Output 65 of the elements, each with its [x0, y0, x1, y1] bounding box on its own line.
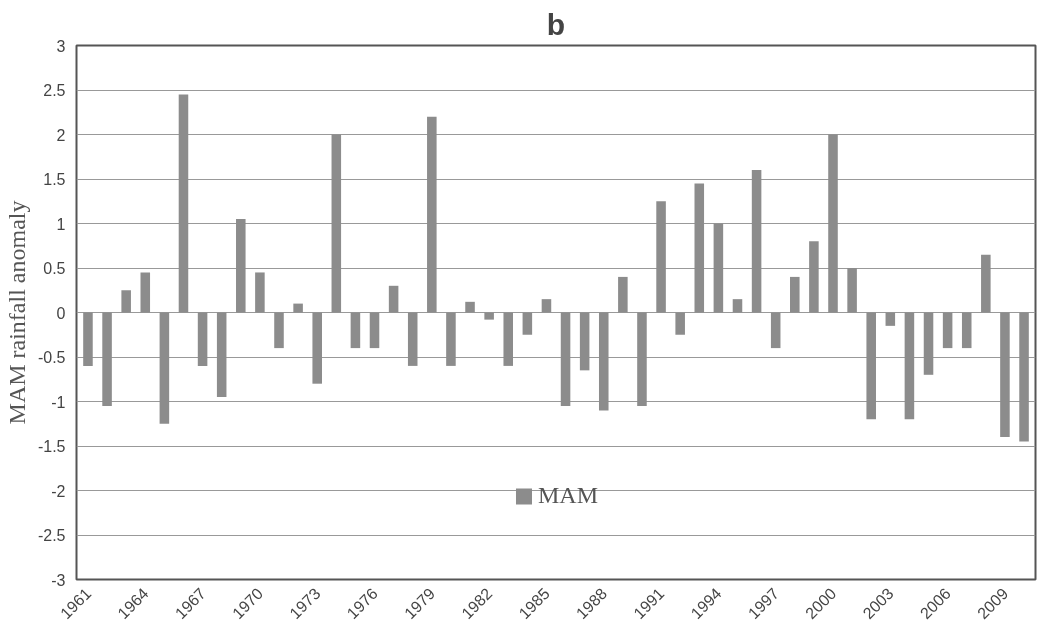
y-tick-label: 3 — [56, 37, 66, 55]
y-tick-label: 1.5 — [43, 171, 66, 188]
bar — [981, 254, 991, 313]
bar — [197, 312, 208, 366]
bar — [637, 312, 647, 406]
y-tick-label: -0.5 — [37, 349, 66, 366]
bar — [1019, 312, 1029, 442]
bar — [560, 312, 571, 406]
bar — [618, 276, 628, 313]
bar — [255, 272, 265, 313]
bar — [541, 299, 552, 313]
bar — [236, 219, 246, 313]
bar — [121, 290, 131, 313]
bar — [446, 312, 456, 366]
bar — [407, 312, 418, 366]
bar — [694, 183, 705, 313]
bar — [656, 201, 666, 313]
bar — [102, 312, 112, 406]
bar — [675, 312, 685, 335]
bar — [942, 312, 953, 349]
bar — [866, 312, 876, 420]
chart-title: b — [546, 7, 566, 41]
bar — [465, 301, 475, 313]
y-tick-label: 0.5 — [43, 260, 66, 277]
bar — [1000, 312, 1010, 438]
bar — [923, 312, 934, 375]
bar — [503, 312, 514, 366]
bar — [388, 285, 399, 313]
y-axis-title: MAM rainfall anomaly — [3, 200, 30, 425]
bar — [369, 312, 380, 349]
bar — [961, 312, 972, 349]
bar — [751, 170, 762, 313]
bar — [847, 268, 857, 313]
bar — [216, 312, 227, 398]
bar — [274, 312, 284, 349]
bar — [83, 312, 93, 366]
y-tick-label: -1.5 — [37, 438, 66, 455]
y-tick-label: 1 — [56, 215, 66, 233]
y-tick-label: 2 — [56, 126, 66, 144]
bar — [904, 312, 915, 420]
bar — [828, 134, 838, 313]
bar — [331, 134, 342, 313]
y-tick-label: -2 — [51, 482, 66, 500]
bar — [522, 312, 533, 335]
y-tick-label: -1 — [51, 393, 66, 411]
bar — [484, 312, 494, 320]
y-tick-label: 2.5 — [43, 82, 66, 99]
bar — [885, 312, 896, 326]
y-tick-label: -2.5 — [37, 527, 66, 544]
y-tick-label: -3 — [51, 571, 66, 589]
y-tick-label: 0 — [56, 304, 66, 322]
bar — [140, 272, 151, 313]
bar — [293, 303, 303, 313]
bar — [178, 94, 189, 313]
bar — [790, 276, 800, 313]
bar — [350, 312, 361, 349]
bar — [713, 223, 724, 313]
bar — [732, 299, 743, 313]
bar — [312, 312, 322, 384]
bar — [598, 312, 609, 411]
bar — [427, 116, 437, 313]
bar — [579, 312, 590, 371]
bar — [770, 312, 781, 349]
bar — [159, 312, 170, 424]
bar — [809, 241, 819, 313]
